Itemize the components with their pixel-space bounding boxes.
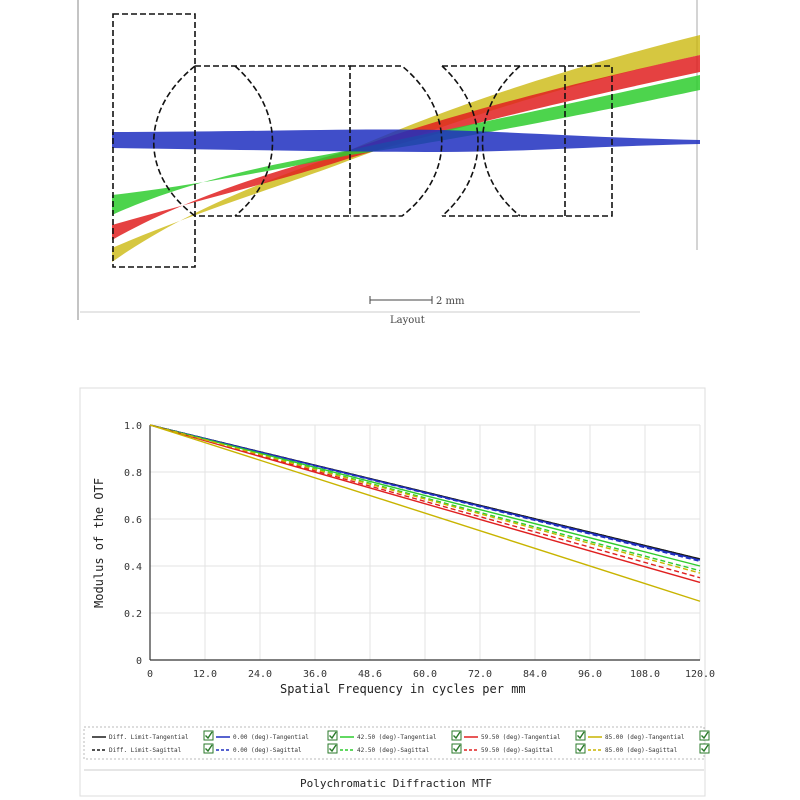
legend-checkbox[interactable] (203, 730, 214, 741)
lens-elements (112, 13, 613, 268)
legend-label: 0.00 (deg)-Tangential (233, 734, 309, 741)
lens-element-4 (442, 65, 613, 217)
chart-legend: Diff. Limit-Tangential Diff. Limit-Sagitt… (92, 730, 710, 754)
x-tick-label: 108.0 (630, 669, 660, 680)
legend-label: 42.50 (deg)-Tangential (357, 734, 437, 741)
legend-label: 0.00 (deg)-Sagittal (233, 747, 302, 754)
legend-label: Diff. Limit-Tangential (109, 734, 189, 741)
y-tick-label: 0 (136, 656, 142, 667)
chart-frame (79, 387, 706, 797)
x-tick-label: 48.6 (358, 669, 382, 680)
x-tick-labels: 0 12.0 24.0 36.0 48.6 60.0 72.0 84.0 96.0 108.0 12… (147, 669, 715, 680)
checkmark-icon (577, 731, 585, 740)
legend-checkbox[interactable] (575, 743, 586, 754)
chart-axes (149, 425, 700, 661)
y-axis-title: Modulus of the OTF (92, 478, 106, 608)
series-line-5 (149, 424, 701, 572)
checkmark-icon (577, 744, 585, 753)
scale-bar-label: 2 mm (436, 296, 465, 307)
legend-checkbox[interactable] (451, 730, 462, 741)
y-tick-label: 0.2 (124, 609, 142, 620)
checkmark-icon (701, 731, 709, 740)
x-tick-label: 72.0 (468, 669, 492, 680)
series-line-9 (149, 424, 701, 574)
ray-bundle-59deg (112, 55, 700, 240)
legend-label: 59.50 (deg)-Tangential (481, 734, 561, 741)
legend-label: 85.00 (deg)-Sagittal (605, 747, 678, 754)
y-tick-label: 1.0 (124, 421, 142, 432)
layout-caption: Layout (390, 315, 425, 326)
checkmark-icon (701, 744, 709, 753)
y-tick-label: 0.8 (124, 468, 142, 479)
legend-checkbox[interactable] (699, 743, 710, 754)
y-tick-label: 0.4 (124, 562, 142, 573)
x-tick-label: 60.0 (413, 669, 437, 680)
series-line-8 (149, 424, 701, 602)
x-axis-title: Spatial Frequency in cycles per mm (280, 682, 526, 696)
scale-bar: 2 mm (369, 296, 465, 307)
legend-checkbox[interactable] (699, 730, 710, 741)
x-tick-label: 84.0 (523, 669, 547, 680)
x-tick-label: 0 (147, 669, 153, 680)
lens-element-2-rear-surface (234, 65, 274, 217)
lens-element-2 (195, 65, 351, 217)
x-tick-label: 120.0 (685, 669, 715, 680)
series-line-6 (149, 424, 701, 584)
lens-element-3 (350, 65, 443, 217)
checkmark-icon (205, 744, 213, 753)
lens-element-4-inner-surface (481, 65, 521, 217)
checkmark-icon (453, 731, 461, 740)
checkmark-icon (453, 744, 461, 753)
legend-checkbox[interactable] (327, 730, 338, 741)
chart-series (149, 424, 701, 602)
x-tick-label: 12.0 (193, 669, 217, 680)
series-line-3 (149, 424, 701, 562)
chart-grid (150, 424, 701, 661)
legend-box (83, 726, 705, 760)
legend-checkbox[interactable] (451, 743, 462, 754)
series-line-7 (149, 424, 701, 579)
lens-element-4-front-surface (441, 65, 479, 217)
legend-label: 59.50 (deg)-Sagittal (481, 747, 554, 754)
legend-label: 42.50 (deg)-Sagittal (357, 747, 430, 754)
lens-element-1 (112, 13, 196, 268)
checkmark-icon (329, 744, 337, 753)
y-tick-label: 0.6 (124, 515, 142, 526)
checkmark-icon (205, 731, 213, 740)
x-tick-label: 24.0 (248, 669, 272, 680)
legend-label: Diff. Limit-Sagittal (109, 747, 182, 754)
y-tick-labels: 0 0.2 0.4 0.6 0.8 1.0 (124, 421, 142, 667)
legend-checkbox[interactable] (203, 743, 214, 754)
x-tick-label: 96.0 (578, 669, 602, 680)
series-line-4 (149, 424, 701, 567)
chart-title: Polychromatic Diffraction MTF (300, 777, 492, 790)
lens-layout-diagram: 2 mm Layout (77, 0, 700, 326)
legend-checkbox[interactable] (575, 730, 586, 741)
ray-bundle-0deg (112, 129, 700, 152)
legend-checkbox[interactable] (327, 743, 338, 754)
legend-label: 85.00 (deg)-Tangential (605, 734, 685, 741)
ray-bundles (112, 35, 700, 262)
checkmark-icon (329, 731, 337, 740)
x-tick-label: 36.0 (303, 669, 327, 680)
lens-element-2-front-surface (153, 65, 196, 217)
